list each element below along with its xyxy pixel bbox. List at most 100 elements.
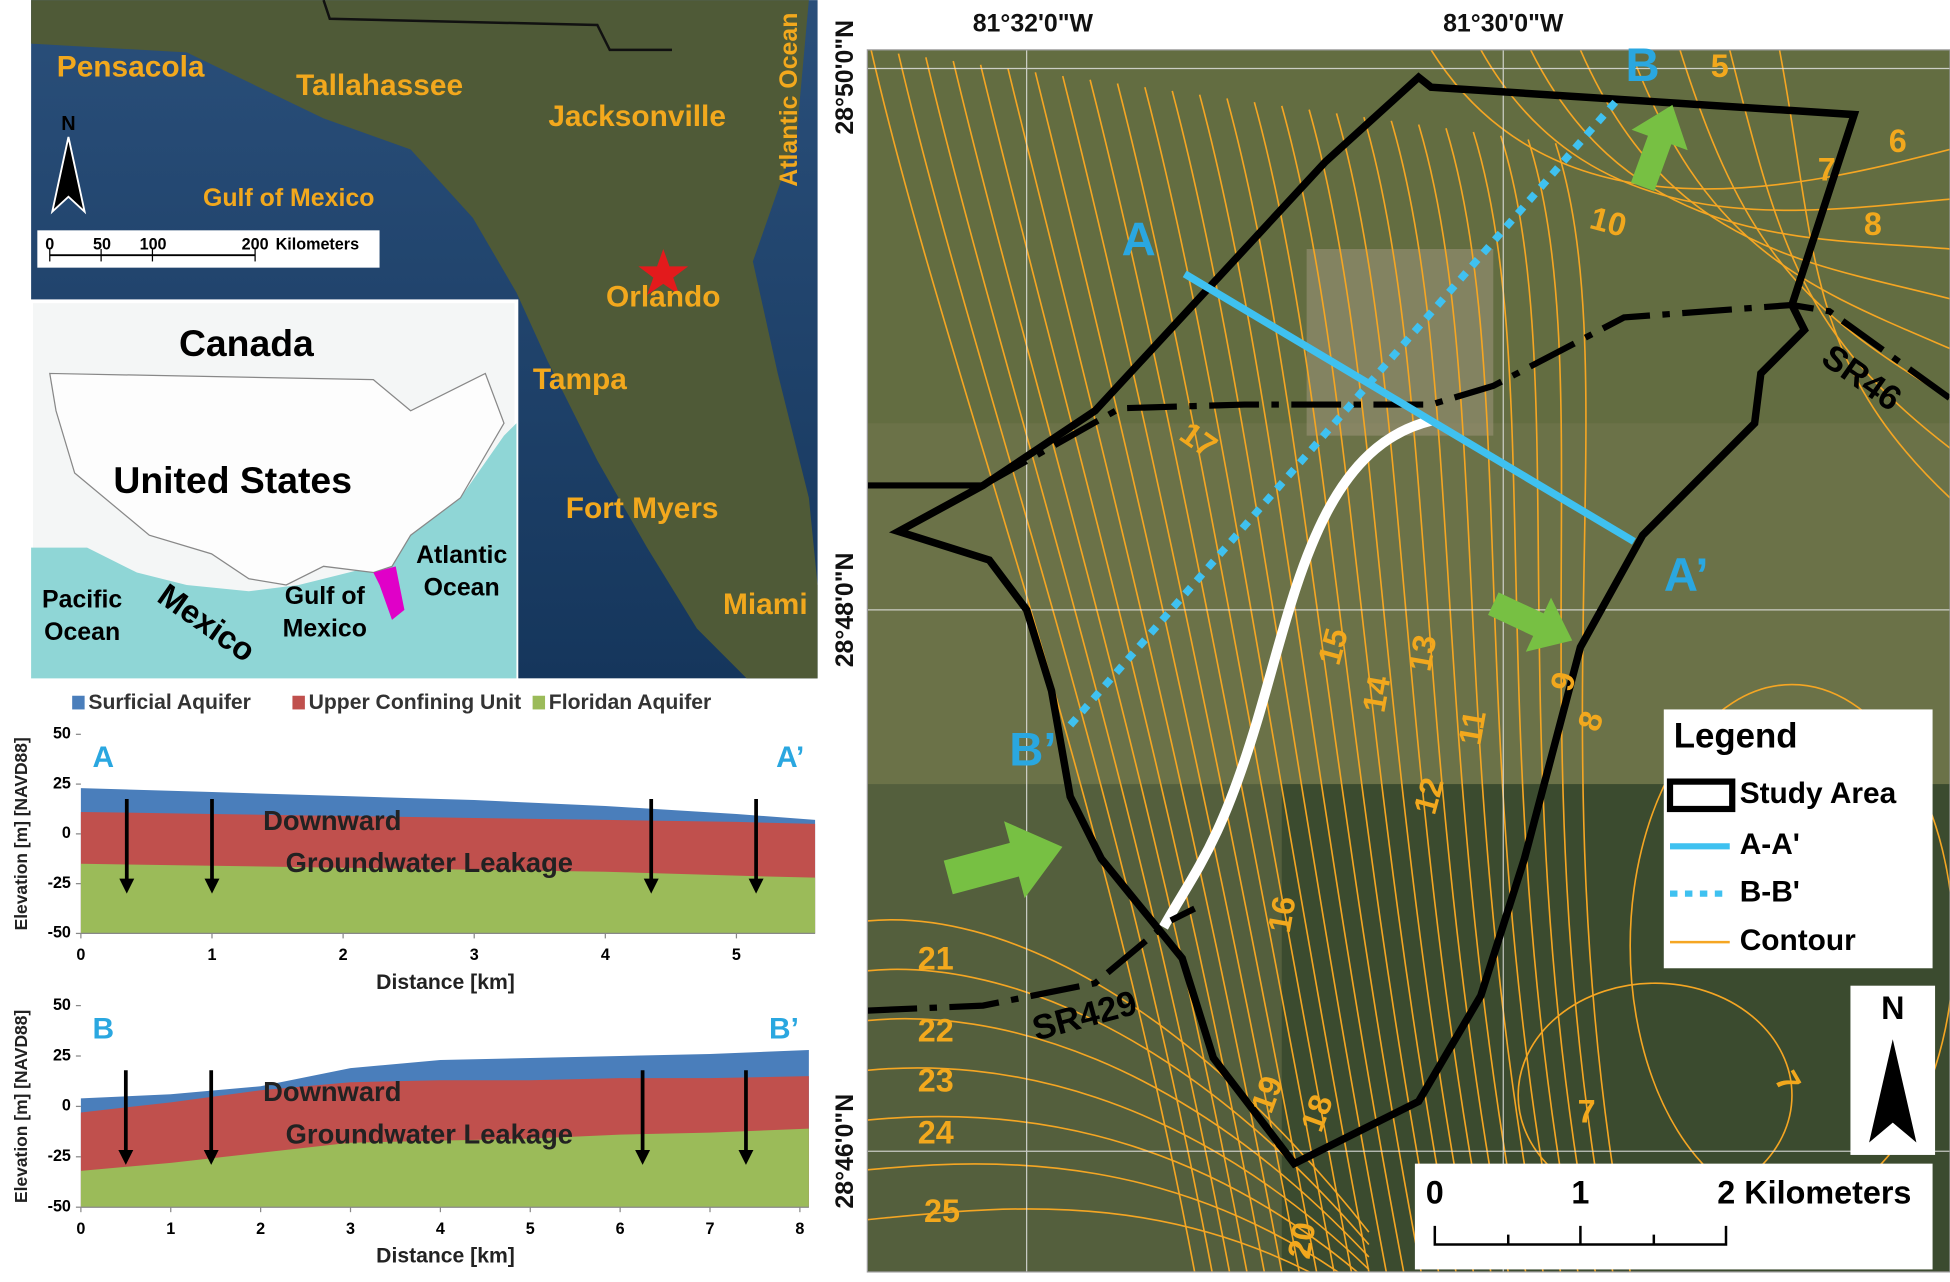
place-label: Atlantic Ocean: [775, 13, 803, 187]
legend-label: Contour: [1740, 924, 1856, 957]
contour-line: [1089, 79, 1335, 1272]
legend-label: Upper Confining Unit: [309, 691, 522, 714]
contour-line: [867, 1115, 1359, 1272]
y-tick-label: 50: [53, 725, 71, 743]
orlando-star: [638, 248, 689, 296]
us-label: Ocean: [424, 573, 500, 601]
scale-box: [1414, 1163, 1933, 1270]
contour-line: [1335, 113, 1492, 1272]
contour-label: 14: [1356, 673, 1398, 715]
contour-label: 6: [1889, 123, 1907, 159]
arrow-head: [635, 1149, 651, 1165]
us-label: Gulf of: [285, 582, 366, 610]
x-tick-label: 3: [470, 946, 479, 964]
scale-label: 0: [1426, 1174, 1444, 1210]
legend-swatch: [532, 695, 546, 710]
place-label: Miami: [723, 588, 808, 621]
scale-unit: Kilometers: [276, 236, 360, 254]
y-axis-label: Elevation [m] [NAVD88]: [11, 1010, 31, 1203]
section-label: A: [1122, 213, 1156, 266]
lat-label: 28°46'0"N: [831, 1094, 859, 1209]
us-label: Ocean: [44, 618, 120, 646]
legend-label: B-B': [1740, 875, 1800, 908]
contour-label: 15: [1311, 625, 1355, 669]
layer-area: [80, 863, 816, 934]
contour-label: 22: [918, 1013, 954, 1049]
arrow-head: [203, 1149, 219, 1165]
contour-line: [952, 60, 1248, 1272]
contour-label: 5: [1711, 48, 1729, 84]
contour-label: 12: [1407, 774, 1451, 818]
study-area: [888, 72, 1860, 1169]
contour-line: [1144, 87, 1370, 1272]
place-label: Orlando: [606, 281, 720, 314]
contour-line: [897, 53, 1213, 1272]
contour-line: [1390, 120, 1527, 1272]
y-axis-label: Elevation [m] [NAVD88]: [11, 737, 31, 930]
contour-line: [1527, 139, 1614, 1272]
contour-line: [870, 49, 1196, 1272]
place-label: Tampa: [533, 363, 627, 396]
x-tick-label: 4: [601, 946, 610, 964]
y-tick-label: 0: [62, 824, 71, 842]
legend-box: [1663, 709, 1933, 969]
graticule: [867, 49, 1950, 1272]
land: [31, 0, 818, 679]
y-tick-label: -25: [48, 874, 71, 892]
contour-line: [1499, 135, 1597, 1272]
contour-line: [1007, 68, 1283, 1272]
sr46: [981, 301, 1950, 489]
north-label: N: [1881, 990, 1904, 1026]
road: [1159, 415, 1433, 930]
scale-tick-label: 50: [93, 236, 111, 254]
sr429: [867, 905, 1197, 1014]
contour-label: 16: [1261, 893, 1303, 935]
contour-line: [1554, 142, 1631, 1272]
y-tick-label: 25: [53, 1046, 71, 1064]
arrow-head: [119, 878, 135, 894]
north-arrow: [1869, 1039, 1917, 1143]
contours: [867, 49, 1950, 1272]
contour-line: [1171, 90, 1388, 1272]
flow-arrow: [1488, 592, 1573, 652]
x-tick-label: 5: [526, 1220, 535, 1238]
state-border: [322, 0, 672, 52]
contour-line: [1363, 116, 1510, 1272]
arrow-head: [118, 1149, 134, 1165]
arrow-head: [738, 1149, 754, 1165]
lon-label: 81°30'0"W: [1443, 10, 1564, 38]
x-tick-label: 0: [76, 946, 85, 964]
contour-label: 10: [1586, 200, 1630, 244]
arrow-head: [643, 878, 659, 894]
contour-label: 11: [1452, 708, 1493, 748]
legend-title: Legend: [1674, 716, 1798, 755]
scale-bar: [1433, 1225, 1728, 1246]
scale-label: 1: [1571, 1174, 1589, 1210]
legend-swatch: [292, 695, 305, 710]
contour-line: [925, 57, 1231, 1272]
place-label: Gulf of Mexico: [203, 184, 374, 212]
section-label: B: [1626, 39, 1660, 92]
contour-line: [1472, 131, 1579, 1272]
x-tick-label: 5: [732, 946, 741, 964]
annotation: Downward: [263, 1076, 401, 1107]
y-tick-label: 0: [62, 1097, 71, 1115]
x-tick-label: 2: [339, 946, 348, 964]
section-end: B’: [769, 1012, 799, 1045]
place-label: Jacksonville: [548, 100, 726, 133]
section-start: A: [92, 741, 114, 774]
contour-line: [979, 64, 1266, 1272]
scale-box: [37, 230, 380, 268]
flow-arrow: [1630, 104, 1688, 192]
contour-line: [1679, 49, 1950, 400]
north-arrow: [50, 136, 87, 215]
annotation: Groundwater Leakage: [286, 1119, 573, 1150]
legend-swatch: [72, 695, 85, 710]
section-start: B: [92, 1012, 114, 1045]
place-label: Fort Myers: [566, 492, 719, 525]
contour-line: [1116, 83, 1353, 1272]
lat-label: 28°50'0"N: [831, 20, 859, 135]
study-map: [867, 49, 1950, 1272]
